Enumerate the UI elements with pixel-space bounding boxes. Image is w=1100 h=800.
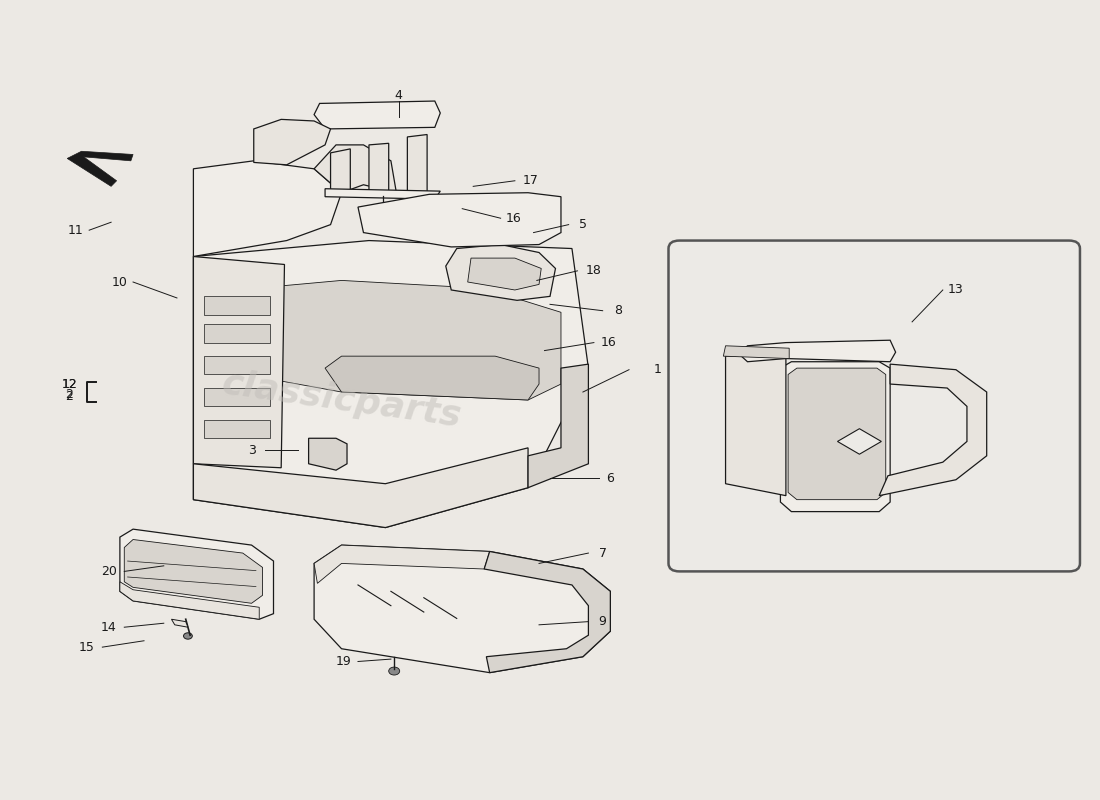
Polygon shape [446,245,556,300]
Polygon shape [172,619,188,627]
Text: 3: 3 [248,444,255,457]
Polygon shape [780,362,890,512]
Circle shape [454,353,470,364]
Text: 2: 2 [66,388,74,401]
Polygon shape [837,429,881,454]
Text: 7: 7 [598,546,607,559]
Text: 5: 5 [579,218,587,231]
Polygon shape [739,340,895,362]
Circle shape [421,350,437,362]
Polygon shape [368,143,388,196]
Polygon shape [326,356,539,400]
Text: 13: 13 [948,283,964,297]
Polygon shape [124,539,263,603]
Text: 14: 14 [101,621,117,634]
Polygon shape [358,193,561,247]
Polygon shape [326,189,440,199]
Polygon shape [194,161,341,257]
Polygon shape [879,364,987,496]
Polygon shape [468,258,541,290]
FancyBboxPatch shape [669,241,1080,571]
Polygon shape [331,149,350,194]
Text: 4: 4 [395,89,403,102]
Text: 9: 9 [598,615,606,628]
Circle shape [377,205,388,213]
Text: 11: 11 [68,224,84,237]
Text: 12: 12 [62,378,77,390]
Text: 6: 6 [606,472,614,485]
Text: 16: 16 [506,212,521,225]
Polygon shape [194,257,285,468]
Text: classicparts: classicparts [220,366,463,434]
Polygon shape [120,582,260,619]
Text: 16: 16 [601,336,616,349]
Text: 8: 8 [614,304,622,318]
Circle shape [482,356,497,367]
Text: 1: 1 [653,363,661,376]
Polygon shape [407,134,427,194]
Text: 12: 12 [62,378,77,390]
Circle shape [388,667,399,675]
Polygon shape [205,420,271,438]
Polygon shape [315,145,396,193]
Polygon shape [205,356,271,374]
Text: 19: 19 [336,655,352,668]
Polygon shape [726,354,785,496]
Polygon shape [205,388,271,406]
Polygon shape [309,438,346,470]
Text: 18: 18 [586,264,602,278]
Text: 17: 17 [522,174,538,187]
Circle shape [399,348,415,359]
Polygon shape [194,448,528,527]
Text: 10: 10 [112,275,128,289]
Ellipse shape [439,333,459,342]
Polygon shape [120,529,274,619]
Text: 20: 20 [101,565,117,578]
Polygon shape [788,368,886,500]
Polygon shape [254,119,331,165]
Polygon shape [315,545,490,583]
Polygon shape [194,241,588,527]
Polygon shape [484,551,610,673]
Polygon shape [67,151,133,186]
Polygon shape [724,346,789,358]
Circle shape [184,633,192,639]
Polygon shape [315,545,610,673]
Ellipse shape [432,463,482,484]
Text: 15: 15 [79,641,95,654]
Polygon shape [315,101,440,129]
Polygon shape [205,324,271,342]
Polygon shape [528,364,588,488]
Ellipse shape [421,458,493,489]
Polygon shape [205,296,271,314]
Polygon shape [254,281,561,400]
Text: 2: 2 [66,390,74,402]
